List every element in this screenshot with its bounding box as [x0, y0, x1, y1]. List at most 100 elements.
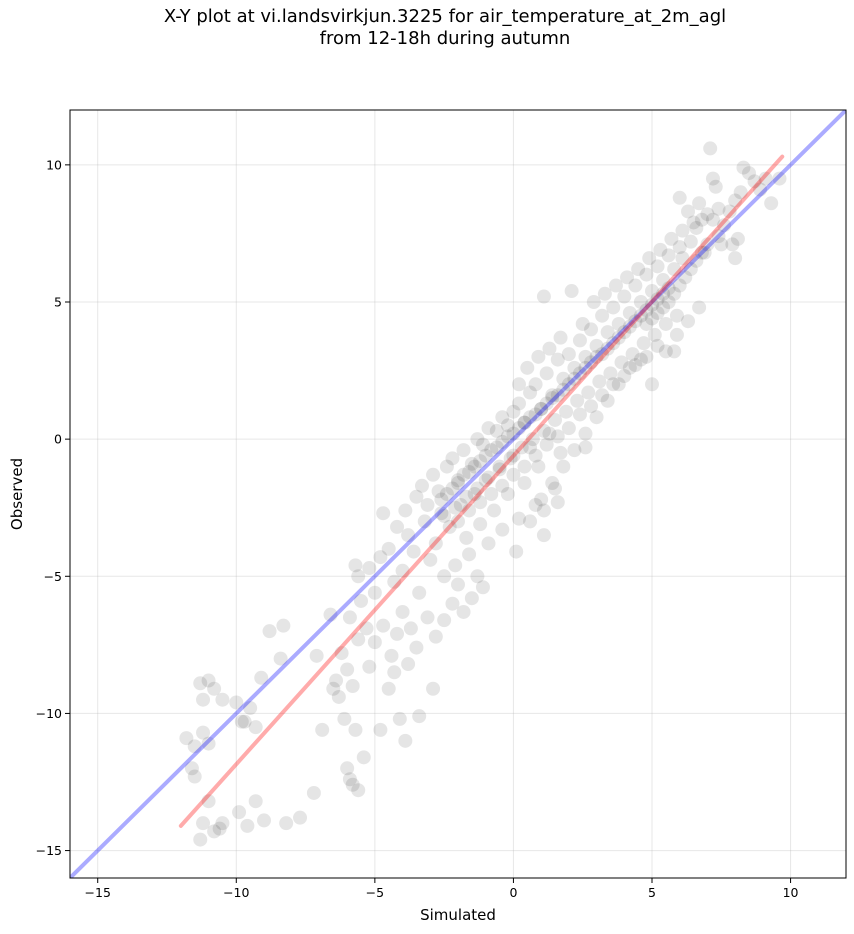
data-points: [179, 141, 787, 847]
data-point-96: [453, 497, 468, 512]
data-point-213: [470, 481, 485, 496]
data-point-119: [390, 519, 405, 534]
data-point-257: [564, 284, 579, 299]
data-point-313: [705, 171, 720, 186]
data-point-158: [622, 305, 637, 320]
data-point-252: [520, 360, 535, 375]
data-point-165: [661, 248, 676, 263]
data-point-193: [572, 366, 587, 381]
data-point-186: [534, 401, 549, 416]
data-point-276: [611, 377, 626, 392]
y-tick-label-1: −10: [36, 706, 62, 721]
data-point-277: [622, 360, 637, 375]
data-point-195: [584, 355, 599, 370]
fit-lines: [70, 110, 846, 878]
data-point-281: [669, 327, 684, 342]
data-point-211: [448, 500, 463, 515]
data-point-146: [556, 371, 571, 386]
data-point-194: [578, 360, 593, 375]
data-point-51: [426, 681, 441, 696]
data-point-293: [667, 286, 682, 301]
data-point-104: [492, 462, 507, 477]
data-point-95: [448, 558, 463, 573]
data-point-328: [714, 237, 729, 252]
data-point-311: [722, 204, 737, 219]
data-point-324: [725, 237, 740, 252]
data-point-50: [401, 657, 416, 672]
data-point-129: [456, 443, 471, 458]
data-point-157: [617, 289, 632, 304]
data-point-3: [201, 794, 216, 809]
data-point-250: [650, 338, 665, 353]
data-point-92: [434, 506, 449, 521]
data-point-84: [387, 574, 402, 589]
data-point-87: [406, 544, 421, 559]
data-point-116: [548, 481, 562, 496]
data-point-206: [645, 297, 659, 312]
data-point-86: [401, 528, 416, 543]
data-point-52: [323, 607, 338, 622]
data-point-142: [534, 401, 549, 416]
data-point-305: [692, 196, 707, 211]
data-point-256: [553, 330, 568, 345]
data-point-182: [511, 421, 526, 436]
data-point-218: [525, 432, 540, 447]
data-point-290: [650, 305, 665, 320]
data-point-139: [517, 415, 532, 430]
series-line-1: [70, 110, 846, 878]
data-point-13: [306, 785, 321, 800]
data-point-68: [409, 640, 424, 655]
data-point-9: [248, 794, 263, 809]
data-point-12: [293, 810, 308, 825]
data-point-76: [470, 569, 485, 584]
data-point-232: [451, 514, 465, 529]
data-point-265: [653, 242, 668, 257]
data-point-136: [500, 418, 515, 433]
chart-title: X-Y plot at vi.landsvirkjun.3225 for air…: [0, 6, 854, 50]
data-point-304: [681, 204, 696, 219]
data-point-292: [661, 295, 676, 309]
data-point-143: [539, 366, 554, 381]
data-point-323: [772, 171, 787, 186]
data-point-81: [367, 585, 382, 600]
data-point-7: [232, 805, 247, 820]
x-tick-label-0: −15: [85, 885, 111, 900]
x-tick-label-2: −5: [366, 885, 384, 900]
data-point-241: [550, 429, 565, 444]
data-point-105: [495, 522, 510, 537]
data-point-106: [500, 487, 515, 501]
data-point-181: [506, 426, 521, 441]
data-point-321: [758, 171, 773, 186]
data-point-67: [403, 621, 418, 636]
data-point-15: [187, 739, 202, 754]
data-point-83: [381, 541, 396, 556]
data-point-280: [658, 344, 673, 359]
data-point-94: [442, 519, 457, 534]
data-point-191: [561, 377, 576, 392]
data-point-262: [620, 270, 635, 285]
data-point-32: [248, 720, 263, 735]
data-point-47: [412, 709, 427, 724]
data-point-41: [337, 711, 352, 726]
data-point-72: [445, 596, 460, 611]
data-point-319: [747, 174, 762, 189]
data-point-25: [237, 714, 252, 729]
data-point-43: [356, 750, 371, 765]
data-point-295: [678, 270, 693, 285]
data-point-209: [661, 281, 676, 296]
data-point-167: [672, 240, 687, 255]
data-point-299: [700, 237, 715, 252]
data-point-196: [589, 349, 604, 364]
data-point-38: [351, 783, 366, 798]
data-point-122: [414, 478, 429, 493]
data-point-44: [373, 722, 388, 737]
series-line-2: [178, 154, 785, 828]
data-point-242: [561, 421, 576, 436]
data-point-177: [484, 443, 499, 458]
data-point-178: [489, 440, 504, 455]
data-point-61: [362, 659, 377, 674]
data-point-176: [478, 448, 493, 463]
data-point-185: [528, 407, 543, 422]
data-point-255: [536, 289, 551, 304]
data-point-35: [331, 689, 346, 704]
